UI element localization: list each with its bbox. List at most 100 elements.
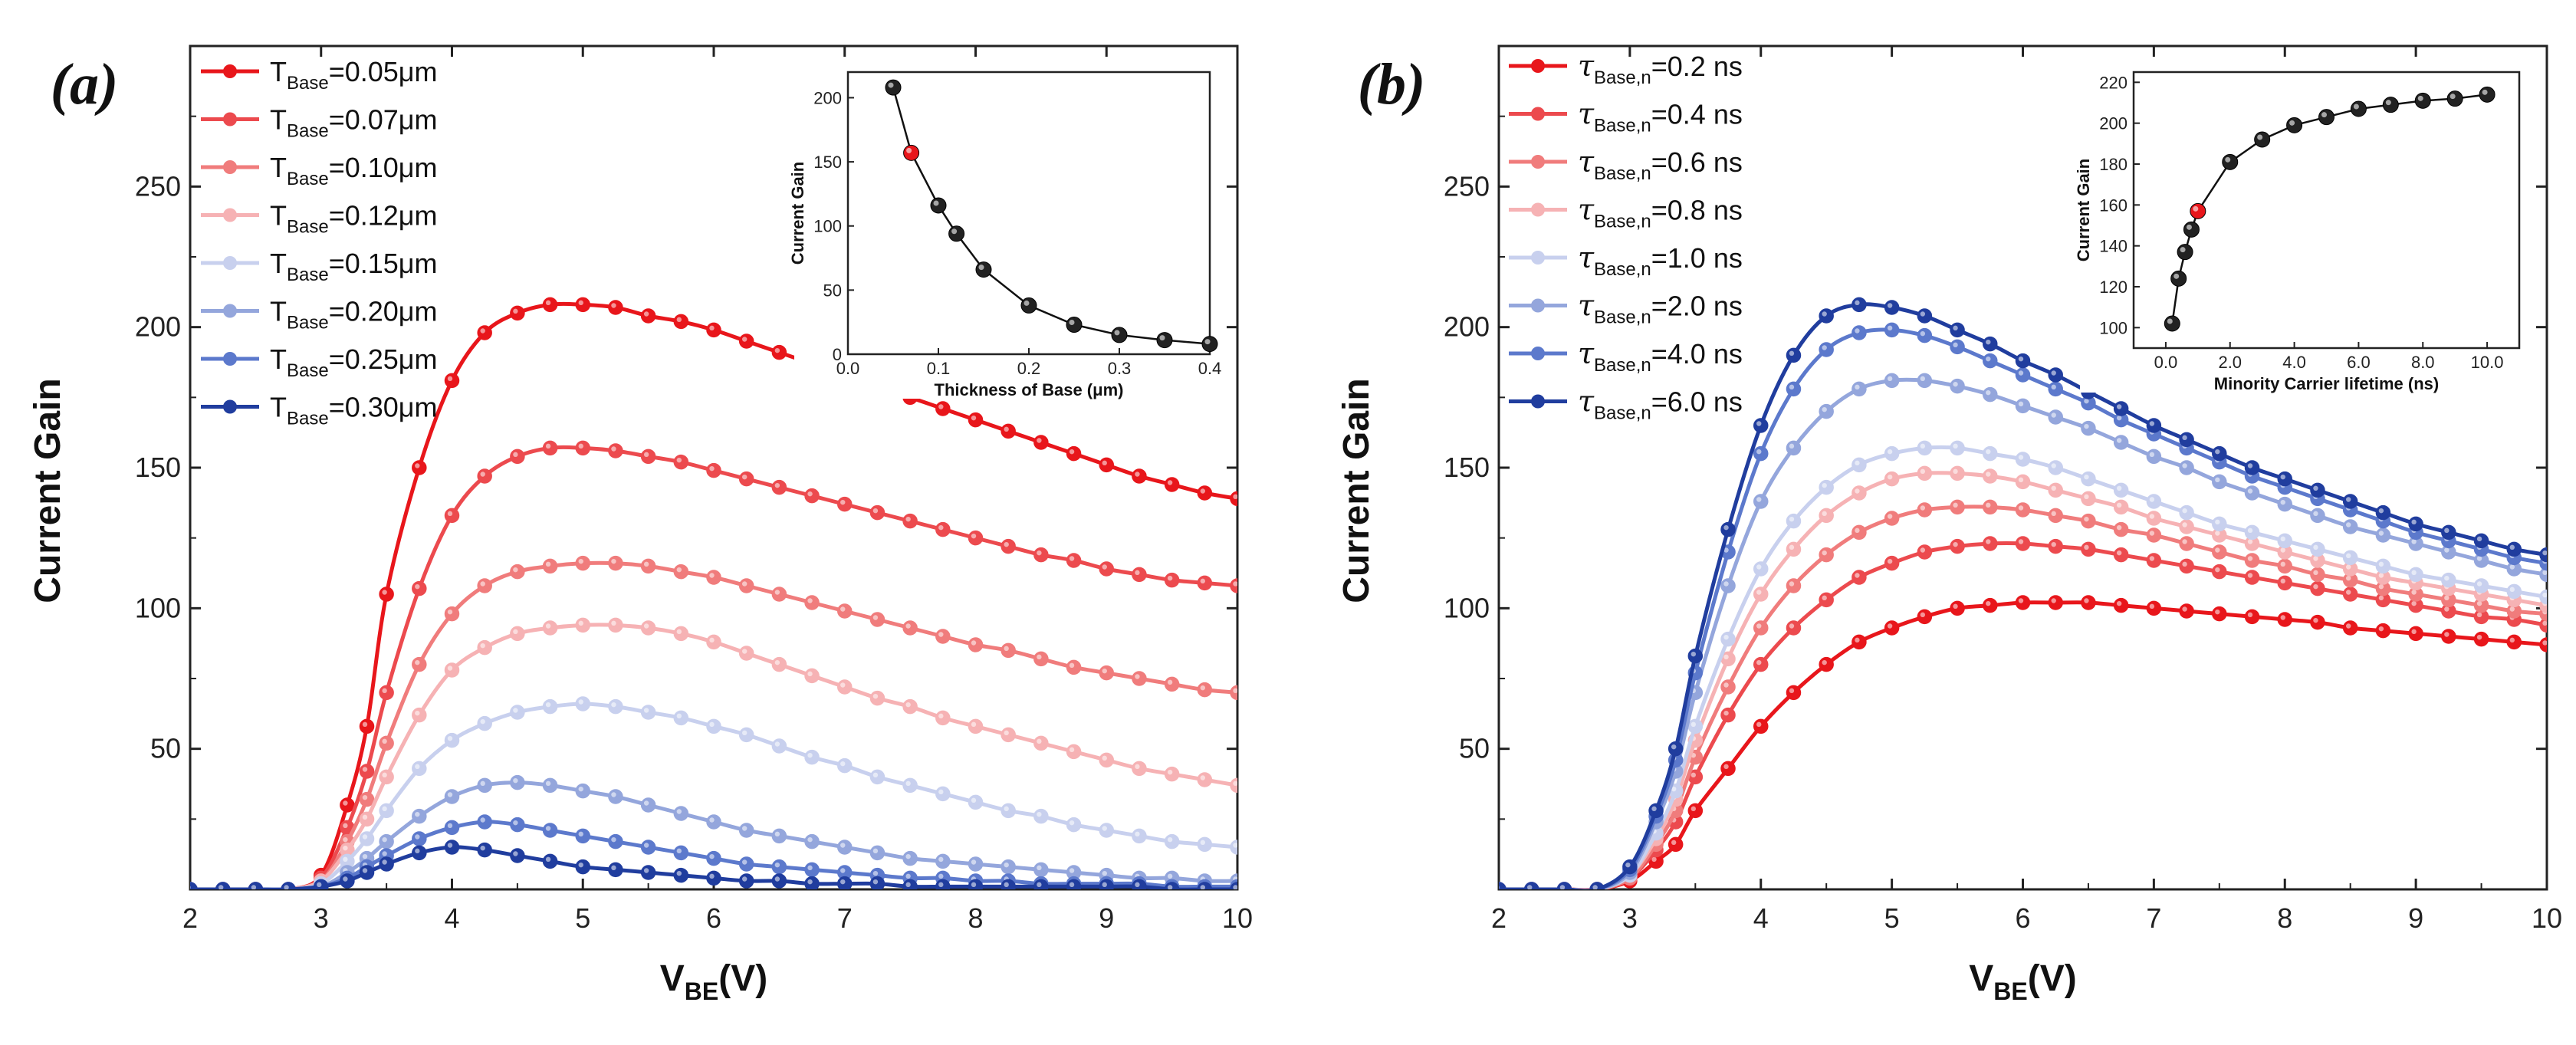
x-tick-label: 10 bbox=[1222, 902, 1253, 934]
series-point bbox=[1001, 727, 1016, 743]
series-point-highlight bbox=[938, 789, 944, 795]
series-point-highlight bbox=[415, 583, 420, 590]
legend-entry: TBase=0.12μm bbox=[270, 200, 438, 238]
inset-highlight-point bbox=[903, 144, 920, 161]
series-point-highlight bbox=[2051, 463, 2056, 468]
series-point-highlight bbox=[1723, 547, 1729, 553]
series-point-highlight bbox=[611, 836, 616, 843]
series-point-highlight bbox=[1723, 634, 1729, 640]
series-point bbox=[1950, 339, 1965, 355]
inset-point-shine bbox=[2257, 134, 2263, 140]
series-point-highlight bbox=[676, 567, 682, 573]
series-point bbox=[412, 707, 427, 723]
series-point bbox=[804, 488, 820, 504]
series-point bbox=[1164, 676, 1180, 692]
series-point bbox=[359, 764, 375, 779]
series-point bbox=[359, 791, 375, 807]
series-point-highlight bbox=[1135, 674, 1140, 679]
series-point-highlight bbox=[513, 851, 518, 856]
series-point bbox=[2146, 494, 2162, 509]
series-point-highlight bbox=[578, 862, 583, 868]
series-point-highlight bbox=[1233, 885, 1237, 889]
series-point-highlight bbox=[1822, 659, 1827, 665]
series-point-highlight bbox=[1691, 806, 1697, 812]
x-axis-title: VBE(V) bbox=[660, 958, 767, 1005]
series-point bbox=[2212, 516, 2227, 532]
series-point bbox=[1753, 445, 1769, 462]
series-point bbox=[2146, 418, 2162, 433]
series-point bbox=[1884, 300, 1900, 315]
series-point-highlight bbox=[2116, 600, 2122, 606]
series-point-highlight bbox=[971, 415, 977, 421]
series-point-highlight bbox=[362, 767, 368, 772]
series-point-highlight bbox=[2116, 524, 2122, 531]
legend-sub: Base bbox=[287, 73, 329, 94]
series-point-highlight bbox=[2084, 398, 2089, 404]
series-point-highlight bbox=[2247, 539, 2253, 544]
series-point bbox=[2113, 401, 2129, 416]
series-point bbox=[902, 777, 918, 794]
x-axis-title-unit: (V) bbox=[2028, 958, 2077, 999]
series-point-highlight bbox=[840, 606, 846, 612]
series-point bbox=[2310, 482, 2325, 498]
series-point-highlight bbox=[1986, 356, 1991, 362]
series-point bbox=[1720, 521, 1736, 537]
series-point-highlight bbox=[415, 764, 420, 770]
series-point-highlight bbox=[2084, 423, 2089, 429]
series-point-highlight bbox=[1855, 573, 1860, 578]
y-tick-label: 150 bbox=[135, 452, 181, 483]
series-point-highlight bbox=[741, 826, 748, 831]
series-point-highlight bbox=[1789, 350, 1795, 357]
series-point-highlight bbox=[807, 879, 813, 885]
legend-prefix: τ bbox=[1578, 241, 1595, 274]
legend-value: =0.30μm bbox=[329, 392, 438, 423]
series-point bbox=[1950, 465, 1965, 481]
series-point-highlight bbox=[1822, 482, 1827, 488]
series-point bbox=[1786, 381, 1802, 397]
series-point bbox=[738, 727, 754, 743]
series-point bbox=[804, 749, 820, 765]
series-point bbox=[1099, 561, 1114, 577]
series-point bbox=[935, 710, 951, 726]
series-point bbox=[1753, 587, 1769, 602]
series-point-highlight bbox=[872, 879, 879, 885]
legend-sub: Base,n bbox=[1594, 355, 1651, 376]
series-point-highlight bbox=[1920, 311, 1926, 317]
series-point bbox=[1917, 440, 1933, 456]
inset-point-shine bbox=[906, 147, 912, 153]
series-point bbox=[2179, 432, 2194, 448]
series-point bbox=[1983, 336, 1998, 352]
series-point bbox=[1819, 656, 1834, 672]
series-point bbox=[379, 685, 394, 701]
series-point bbox=[1852, 524, 1867, 541]
series-point bbox=[804, 833, 820, 849]
series-point bbox=[2048, 482, 2063, 498]
series-point bbox=[1983, 386, 1998, 403]
series-point-highlight bbox=[2411, 590, 2417, 595]
series-point bbox=[738, 471, 754, 487]
series-point bbox=[2179, 558, 2194, 574]
series-point bbox=[869, 690, 886, 706]
series-point bbox=[379, 803, 394, 819]
series-point-highlight bbox=[1822, 550, 1827, 556]
series-point bbox=[1786, 440, 1802, 456]
series-point-highlight bbox=[1625, 862, 1631, 868]
series-point bbox=[2277, 496, 2292, 512]
series-point bbox=[1983, 445, 1998, 462]
series-point-highlight bbox=[840, 761, 846, 767]
legend-value: =0.25μm bbox=[329, 343, 438, 375]
inset-point bbox=[1066, 317, 1083, 334]
series-point bbox=[379, 833, 394, 849]
legend-sub: Base,n bbox=[1594, 259, 1651, 280]
series-point-highlight bbox=[2116, 415, 2122, 421]
series-point bbox=[902, 698, 918, 715]
series-point-highlight bbox=[1986, 472, 1991, 477]
x-axis-title-main: V bbox=[1969, 958, 1993, 999]
series-point bbox=[771, 873, 787, 889]
series-point bbox=[248, 882, 264, 889]
inset-background bbox=[2080, 61, 2530, 393]
series-point-highlight bbox=[2509, 564, 2515, 570]
legend-value: =0.8 ns bbox=[1651, 195, 1743, 226]
series-point bbox=[1720, 761, 1736, 777]
